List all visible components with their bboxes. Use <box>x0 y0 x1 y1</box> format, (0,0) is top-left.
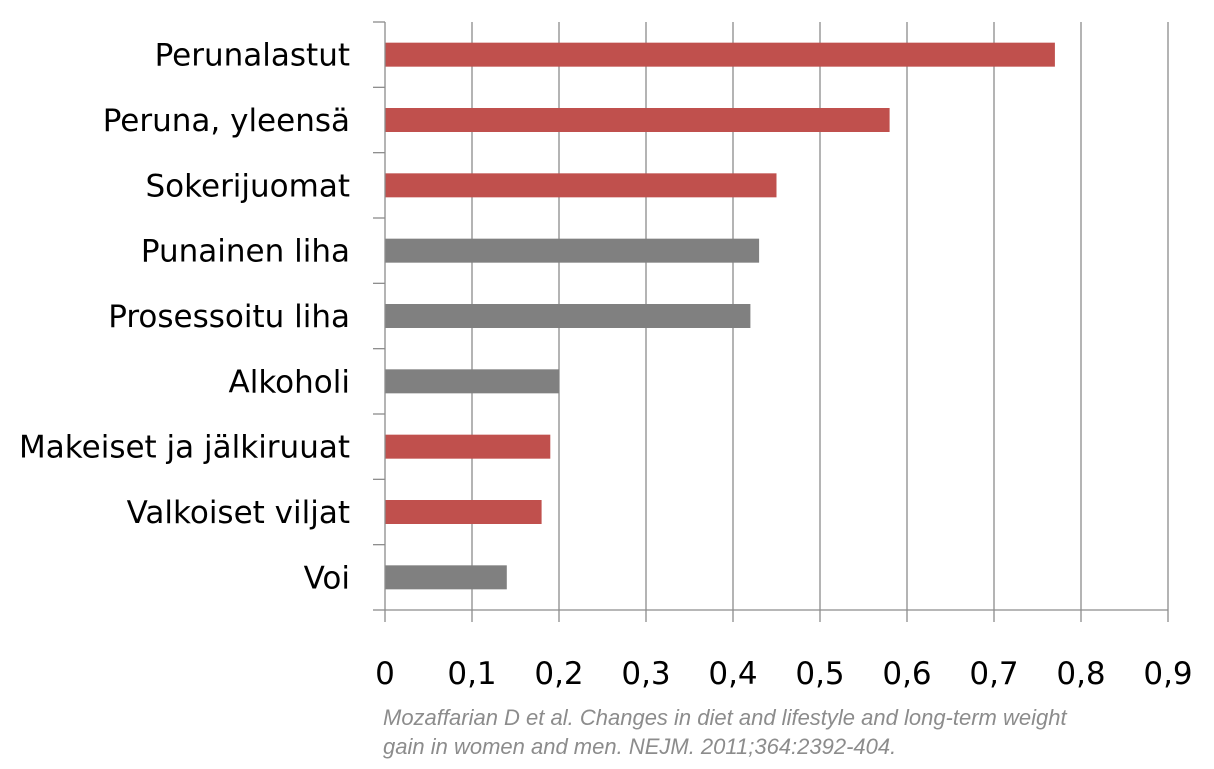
bar <box>385 369 559 394</box>
axes <box>373 21 1169 622</box>
category-label: Voi <box>304 560 350 596</box>
category-label: Perunalastut <box>155 38 350 74</box>
category-label: Sokerijuomat <box>146 168 351 204</box>
bar-chart: Voi Valkoiset viljat Makeiset ja jälkiruua… <box>19 21 1193 692</box>
x-tick-label: 0,6 <box>882 656 931 692</box>
bar <box>385 304 751 328</box>
x-tick-label: 0,3 <box>621 656 670 692</box>
x-tick-label: 0,5 <box>795 656 844 692</box>
x-tick-label: 0,7 <box>969 656 1018 692</box>
x-tick-label: 0,2 <box>534 656 583 692</box>
category-label: Peruna, yleensä <box>103 103 350 139</box>
source-citation-line-1: Mozaffarian D et al. Changes in diet and… <box>383 705 1067 730</box>
x-tick-labels: 0 0,1 0,2 0,3 0,4 0,5 0,6 0,7 0,8 0,9 <box>375 656 1193 692</box>
category-label: Prosessoitu liha <box>108 299 350 335</box>
category-label: Alkoholi <box>229 364 350 400</box>
bar <box>385 500 542 524</box>
bar <box>385 434 551 459</box>
bars <box>385 42 1055 590</box>
bar <box>385 108 890 132</box>
category-label: Punainen liha <box>141 234 350 270</box>
x-tick-label: 0,1 <box>447 656 496 692</box>
x-tick-label: 0,9 <box>1143 656 1192 692</box>
source-citation: Mozaffarian D et al. Changes in diet and… <box>383 703 1183 761</box>
category-labels: Voi Valkoiset viljat Makeiset ja jälkiruua… <box>19 38 350 597</box>
category-label: Makeiset ja jälkiruuat <box>19 430 350 466</box>
x-tick-label: 0 <box>375 656 395 692</box>
source-citation-line-2: gain in women and men. NEJM. 2011;364:23… <box>383 734 897 759</box>
bar <box>385 238 760 263</box>
x-tick-label: 0,4 <box>708 656 757 692</box>
bar <box>385 42 1055 67</box>
bar <box>385 173 777 198</box>
x-tick-label: 0,8 <box>1056 656 1105 692</box>
bar <box>385 565 507 590</box>
category-label: Valkoiset viljat <box>127 495 350 531</box>
